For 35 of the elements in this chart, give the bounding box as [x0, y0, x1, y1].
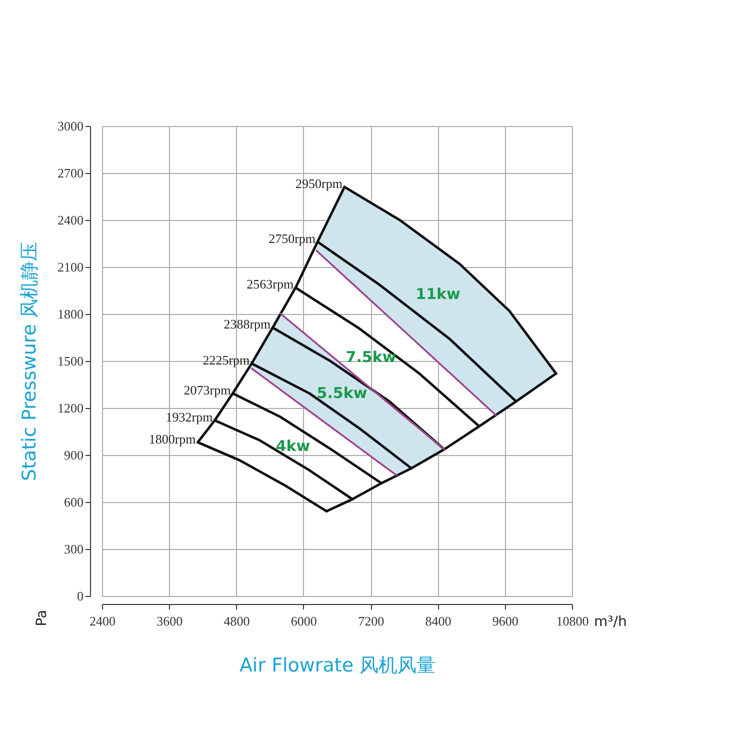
series-label: 2563rpm — [246, 276, 294, 292]
x-tick-label: 9600 — [492, 614, 518, 628]
y-tick-label: 300 — [64, 542, 84, 556]
y-tick-label: 2700 — [58, 166, 84, 180]
x-tick-label: 3600 — [156, 614, 183, 628]
x-tick-label: 2400 — [90, 614, 116, 628]
series-label: 2225rpm — [202, 352, 250, 368]
series-label: 1800rpm — [148, 431, 196, 446]
y-tick-label: 3000 — [58, 118, 84, 134]
x-axis-title: Air Flowrate 风机风量 — [239, 654, 436, 676]
x-tick-label: 4800 — [224, 614, 250, 628]
annotation: 7.5kw — [346, 348, 396, 366]
x-tick-label: 8400 — [425, 614, 452, 628]
series-label: 1932rpm — [166, 409, 213, 424]
text: m³/h — [594, 614, 627, 630]
x-tick-label: 7200 — [358, 614, 384, 628]
y-tick-label: 2100 — [58, 260, 84, 274]
y-tick-label: 2400 — [58, 212, 84, 228]
y-axis-title: Static Presswure 风机静压 — [18, 242, 40, 482]
y-tick-label: 900 — [64, 448, 84, 462]
y-tick-label: 600 — [64, 494, 84, 510]
x-tick-label: 10800 — [556, 614, 589, 628]
series-label: 2073rpm — [184, 382, 231, 398]
series-label: 2750rpm — [268, 230, 316, 246]
y-tick-label: 1500 — [58, 354, 84, 368]
series-label: 2388rpm — [224, 316, 271, 332]
annotation: 5.5kw — [316, 384, 368, 402]
text: Pa — [34, 610, 50, 626]
series-label: 2950rpm — [296, 176, 342, 191]
x-tick-label: 6000 — [290, 614, 317, 628]
y-tick-label: 0 — [77, 588, 84, 604]
annotation: 11kw — [416, 285, 460, 303]
y-tick-label: 1200 — [58, 400, 84, 416]
annotation: 4kw — [276, 437, 310, 455]
y-tick-label: 1800 — [58, 306, 84, 322]
